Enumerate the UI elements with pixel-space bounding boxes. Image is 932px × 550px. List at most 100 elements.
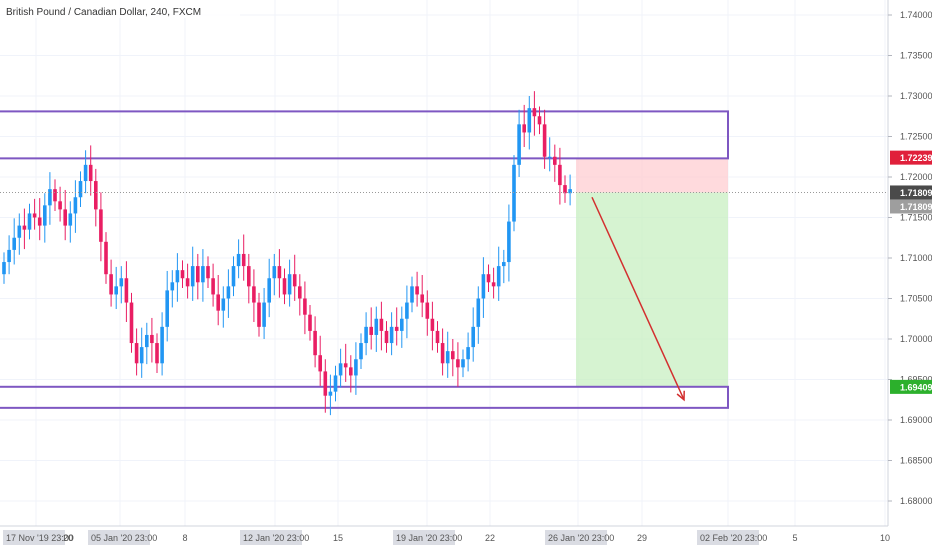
candle [292, 254, 297, 301]
time-tick: 10 [880, 533, 890, 543]
candle [394, 307, 399, 346]
take-profit-zone[interactable] [576, 192, 728, 387]
candle [124, 261, 129, 322]
candle [568, 174, 572, 206]
candle [88, 145, 93, 196]
candle [175, 253, 180, 302]
candle [496, 246, 501, 301]
candle [53, 179, 57, 212]
candle [145, 322, 149, 365]
arrow-line[interactable] [591, 196, 685, 401]
candle [32, 198, 37, 230]
price-tick-label: 1.68000 [900, 496, 932, 506]
time-tick-label: 12 Jan '20 23:00 [243, 533, 309, 543]
candle [542, 109, 547, 169]
price-label-text: 1.71809 [900, 202, 932, 212]
projection-arrow[interactable] [591, 196, 685, 402]
time-tick-label: 22 [485, 533, 495, 543]
candle [476, 286, 481, 344]
candle [99, 192, 103, 262]
price-label-bg [890, 185, 932, 200]
price-tick-label: 1.70000 [900, 334, 932, 344]
candle [507, 204, 511, 282]
candle [318, 335, 322, 386]
candle [522, 104, 526, 148]
candle [379, 301, 384, 351]
time-tick-label: 8 [182, 533, 187, 543]
candle [415, 271, 419, 307]
position-zones[interactable] [0, 110, 729, 409]
time-tick: 02 Feb '20 23:00 [697, 530, 767, 545]
candle [272, 253, 277, 296]
price-label-text: 1.71809 [900, 188, 932, 198]
candle [139, 327, 144, 378]
price-tick-label: 1.68500 [900, 456, 932, 466]
price-label-bg [890, 379, 932, 394]
time-tick-label: 02 Feb '20 23:00 [700, 533, 767, 543]
price-tick-label: 1.71500 [900, 213, 932, 223]
candle [78, 171, 83, 207]
price-tick-label: 1.69500 [900, 375, 932, 385]
candle [216, 275, 220, 326]
candle [48, 172, 52, 225]
price-tick-label: 1.72500 [900, 132, 932, 142]
price-tick-label: 1.71000 [900, 253, 932, 263]
candle [502, 249, 506, 284]
candle [323, 359, 328, 413]
candle [405, 285, 409, 339]
candle [298, 274, 302, 316]
candle [400, 306, 404, 348]
candle [257, 292, 261, 337]
candle [364, 312, 368, 356]
time-tick-label: 05 Jan '20 23:00 [91, 533, 157, 543]
candle [267, 258, 271, 318]
candle [354, 342, 358, 395]
candle [532, 91, 537, 136]
candle [486, 264, 491, 293]
candle [471, 307, 475, 362]
stop-loss-zone[interactable] [576, 157, 728, 193]
candle [461, 349, 465, 378]
candle [114, 266, 118, 310]
time-tick: 05 Jan '20 23:00 [88, 530, 157, 545]
candle [58, 186, 62, 222]
candle [558, 147, 562, 205]
candle [27, 203, 32, 240]
candle [262, 287, 266, 339]
candle [445, 331, 450, 378]
chart-title: British Pound / Canadian Dollar, 240, FX… [6, 7, 201, 18]
candle [308, 304, 312, 341]
candles-group [2, 91, 572, 416]
time-tick: 22 [485, 533, 495, 543]
time-tick-label: 19 Jan '20 23:00 [396, 533, 462, 543]
candle [527, 96, 532, 150]
candle [7, 235, 11, 275]
candle [94, 168, 98, 227]
support-zone-rect[interactable] [0, 385, 729, 409]
candle [206, 256, 210, 288]
time-tick-bg [3, 530, 65, 545]
candle [17, 213, 22, 255]
price-axis[interactable]: 1.74000 1.73500 1.73000 1.72500 1.72000 1.715… [887, 0, 932, 526]
candle [12, 218, 16, 265]
price-label-bg [890, 150, 932, 165]
candle [481, 257, 486, 318]
candle [73, 180, 78, 233]
candle [241, 234, 246, 281]
resistance-zone-rect[interactable] [0, 110, 729, 160]
price-axis-bg [888, 0, 932, 526]
candle [226, 269, 231, 318]
candle [369, 307, 373, 350]
time-tick-label: 5 [792, 533, 797, 543]
candle [104, 232, 108, 284]
time-tick-label: 15 [333, 533, 343, 543]
time-tick-label: 10 [880, 533, 890, 543]
candle [517, 109, 521, 177]
price-label: 1.71809 [890, 199, 932, 214]
candle [185, 263, 190, 299]
price-label: 1.71809 [890, 185, 932, 200]
price-tick-label: 1.74000 [900, 10, 932, 20]
price-label: 1.72239 [890, 150, 932, 165]
